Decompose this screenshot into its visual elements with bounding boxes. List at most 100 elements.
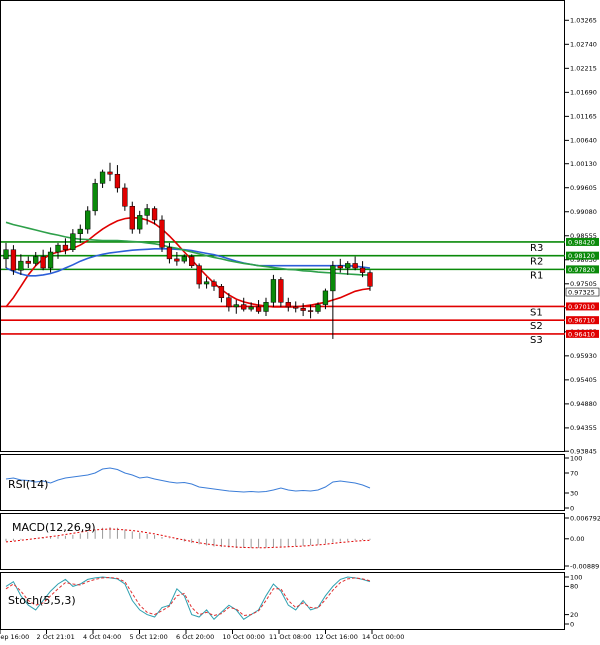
moving-average-line-3 bbox=[5, 221, 370, 276]
level-label-s1: S1 bbox=[530, 307, 543, 318]
candle-body bbox=[248, 306, 254, 310]
price-tick-label: 1.01690 bbox=[570, 89, 597, 97]
candle-body bbox=[18, 260, 24, 271]
candle-body bbox=[218, 286, 225, 298]
price-tick-label: 0.95930 bbox=[570, 352, 597, 360]
rsi-line bbox=[5, 467, 371, 493]
candle-body bbox=[255, 306, 262, 312]
stoch-tick-label: 100 bbox=[570, 573, 582, 581]
macd-tick-label: -0.00889 bbox=[570, 562, 599, 570]
stoch-tick-label: 80 bbox=[570, 583, 578, 591]
rsi-tick-label: 100 bbox=[570, 454, 582, 462]
candle-body bbox=[322, 290, 329, 305]
time-tick-label: 6 Oct 20:00 bbox=[176, 633, 214, 641]
candle-body bbox=[345, 263, 351, 269]
level-price-box-s1 bbox=[566, 302, 599, 311]
time-tick-label: 5 Oct 12:00 bbox=[130, 633, 168, 641]
candle-body bbox=[77, 228, 83, 234]
moving-average-line-2 bbox=[5, 248, 371, 277]
level-price-s2: 0.96710 bbox=[568, 317, 595, 325]
price-tick-label: 0.98555 bbox=[570, 232, 597, 240]
stoch-panel-frame bbox=[0, 572, 565, 630]
level-label-r2: R2 bbox=[530, 257, 543, 268]
candle-body bbox=[137, 215, 143, 230]
candle-body bbox=[367, 272, 373, 287]
candle-body bbox=[55, 244, 61, 253]
candle-body bbox=[359, 267, 366, 273]
level-price-box-r1 bbox=[566, 265, 599, 274]
moving-average-line-1 bbox=[5, 216, 371, 308]
candle-body bbox=[315, 304, 321, 312]
level-price-s1: 0.97010 bbox=[568, 303, 595, 311]
current-price-box bbox=[565, 287, 600, 297]
level-label-r3: R3 bbox=[530, 243, 543, 254]
level-price-box-s2 bbox=[566, 316, 599, 325]
price-tick-label: 0.94355 bbox=[570, 424, 597, 432]
candle-body bbox=[211, 281, 217, 287]
macd-title: MACD(12,26,9) bbox=[12, 521, 96, 534]
price-tick-label: 1.00130 bbox=[570, 160, 597, 168]
macd-panel-frame bbox=[0, 513, 565, 570]
candle-body bbox=[166, 247, 173, 260]
candle-body bbox=[263, 302, 269, 312]
candle-body bbox=[203, 281, 210, 285]
candle-body bbox=[278, 279, 284, 303]
price-tick-label: 0.93845 bbox=[570, 448, 597, 456]
level-price-r1: 0.97820 bbox=[568, 266, 595, 274]
macd-tick-label: 0.00 bbox=[570, 535, 584, 543]
price-tick-label: 0.98030 bbox=[570, 256, 597, 264]
level-label-s3: S3 bbox=[530, 335, 543, 346]
stoch-tick-label: 20 bbox=[570, 611, 578, 619]
stoch-main-line bbox=[5, 576, 371, 621]
macd-signal-line bbox=[5, 528, 371, 549]
rsi-title: RSI(14) bbox=[8, 478, 48, 491]
candle-body bbox=[40, 256, 46, 269]
stoch-signal-line bbox=[5, 576, 371, 617]
price-tick-label: 1.01165 bbox=[570, 113, 597, 121]
candle-body bbox=[70, 233, 76, 250]
candle-body bbox=[25, 260, 31, 264]
level-price-r3: 0.98420 bbox=[568, 238, 595, 246]
candle-body bbox=[226, 297, 232, 308]
candle-body bbox=[129, 206, 135, 230]
level-price-box-r2 bbox=[566, 251, 599, 260]
candle-body bbox=[159, 219, 165, 248]
candle-body bbox=[174, 258, 180, 262]
time-tick-label: 12 Oct 16:00 bbox=[316, 633, 358, 641]
candle-body bbox=[181, 256, 187, 262]
candle-body bbox=[33, 256, 39, 264]
candle-body bbox=[3, 249, 9, 260]
candle-body bbox=[107, 171, 113, 175]
level-price-r2: 0.98120 bbox=[568, 252, 595, 260]
price-tick-label: 1.00640 bbox=[570, 137, 597, 145]
time-tick-label: 4 Oct 04:00 bbox=[83, 633, 121, 641]
rsi-panel-frame bbox=[0, 454, 565, 511]
stoch-title: Stoch(5,5,3) bbox=[8, 594, 76, 607]
price-tick-label: 0.97505 bbox=[570, 280, 597, 288]
price-tick-label: 1.02740 bbox=[570, 41, 597, 49]
candle-body bbox=[352, 263, 358, 269]
price-tick-label: 1.03265 bbox=[570, 17, 597, 25]
price-tick-label: 0.99080 bbox=[570, 208, 597, 216]
candle-body bbox=[92, 183, 98, 212]
candle-body bbox=[307, 310, 314, 312]
candle-body bbox=[122, 187, 128, 207]
candle-body bbox=[10, 249, 17, 271]
candle-body bbox=[293, 306, 299, 309]
candle-body bbox=[337, 265, 343, 269]
price-tick-label: 0.99605 bbox=[570, 184, 597, 192]
rsi-tick-label: 0 bbox=[570, 504, 574, 512]
level-price-box-s3 bbox=[566, 329, 599, 338]
time-tick-label: 10 Oct 00:00 bbox=[223, 633, 265, 641]
candle-body bbox=[300, 308, 306, 311]
candle-body bbox=[270, 279, 277, 303]
candle-body bbox=[144, 208, 150, 216]
candle-body bbox=[241, 304, 247, 310]
candle-body bbox=[233, 304, 239, 308]
level-label-s2: S2 bbox=[530, 321, 543, 332]
price-tick-label: 1.02215 bbox=[570, 65, 597, 73]
price-panel-frame bbox=[0, 0, 565, 452]
time-tick-label: 14 Oct 00:00 bbox=[362, 633, 404, 641]
